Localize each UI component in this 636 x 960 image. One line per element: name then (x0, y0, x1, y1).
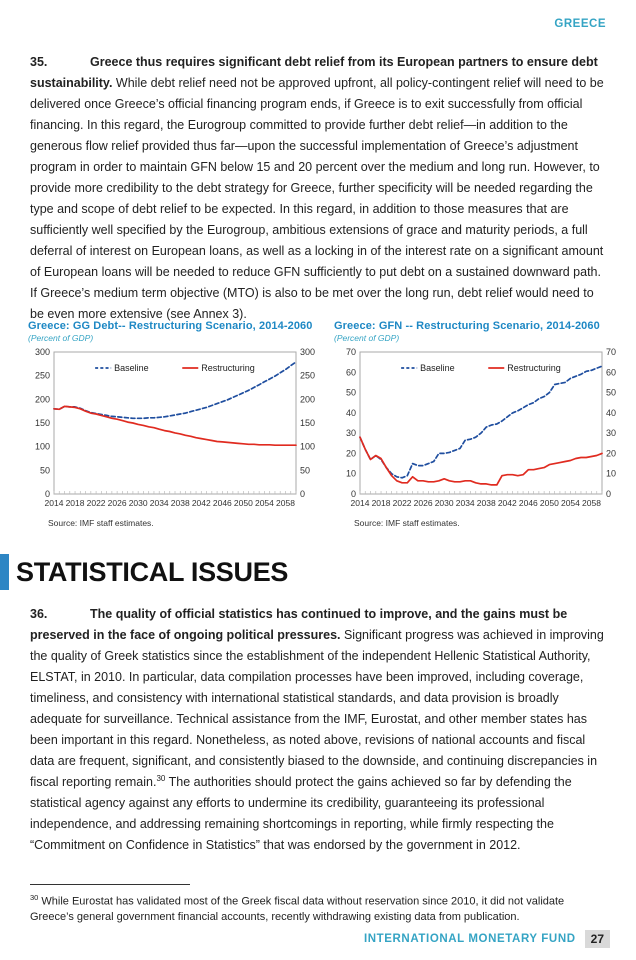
svg-text:2038: 2038 (477, 498, 496, 508)
chart-gfn: Greece: GFN -- Restructuring Scenario, 2… (334, 320, 630, 528)
svg-text:100: 100 (300, 442, 315, 452)
paragraph-35-body: While debt relief need not be approved u… (30, 76, 604, 321)
paragraph-36-number: 36. (30, 607, 48, 621)
svg-text:60: 60 (346, 367, 356, 377)
chart-title: Greece: GFN -- Restructuring Scenario, 2… (334, 320, 600, 332)
svg-text:Restructuring: Restructuring (507, 363, 561, 373)
section-accent-bar (0, 554, 9, 590)
svg-text:2058: 2058 (582, 498, 601, 508)
svg-text:2014: 2014 (351, 498, 370, 508)
footer-org-label: INTERNATIONAL MONETARY FUND (363, 933, 576, 945)
svg-text:20: 20 (606, 448, 616, 458)
svg-text:100: 100 (35, 442, 50, 452)
charts-row: Greece: GG Debt-- Restructuring Scenario… (28, 320, 622, 528)
svg-text:50: 50 (346, 388, 356, 398)
footnote-separator (30, 884, 190, 885)
chart-source: Source: IMF staff estimates. (354, 518, 460, 528)
footnote-30: 30 While Eurostat has validated most of … (30, 890, 606, 926)
chart-gg-debt: Greece: GG Debt-- Restructuring Scenario… (28, 320, 324, 528)
svg-text:2042: 2042 (192, 498, 211, 508)
svg-text:30: 30 (346, 428, 356, 438)
svg-text:0: 0 (606, 489, 611, 499)
footer-page-number: 27 (584, 930, 610, 948)
svg-text:2046: 2046 (213, 498, 232, 508)
svg-text:2022: 2022 (87, 498, 106, 508)
svg-text:2042: 2042 (498, 498, 517, 508)
svg-text:2050: 2050 (540, 498, 559, 508)
svg-text:70: 70 (606, 347, 616, 357)
footnote-30-number: 30 (30, 893, 39, 902)
page-header: GREECE (554, 18, 606, 30)
svg-text:0: 0 (351, 489, 356, 499)
svg-text:10: 10 (606, 469, 616, 479)
svg-text:2054: 2054 (561, 498, 580, 508)
svg-text:200: 200 (35, 394, 50, 404)
footnote-30-text: While Eurostat has validated most of the… (30, 895, 565, 924)
svg-text:60: 60 (606, 367, 616, 377)
svg-text:2026: 2026 (108, 498, 127, 508)
svg-text:2054: 2054 (255, 498, 274, 508)
svg-text:20: 20 (346, 448, 356, 458)
chart-title: Greece: GG Debt-- Restructuring Scenario… (28, 320, 313, 332)
section-heading: STATISTICAL ISSUES (16, 556, 289, 587)
svg-text:300: 300 (300, 347, 315, 357)
svg-text:150: 150 (35, 418, 50, 428)
section-heading-row: STATISTICAL ISSUES (0, 554, 288, 590)
svg-text:2034: 2034 (150, 498, 169, 508)
svg-text:30: 30 (606, 428, 616, 438)
svg-text:250: 250 (300, 371, 315, 381)
svg-text:2018: 2018 (372, 498, 391, 508)
svg-text:50: 50 (40, 465, 50, 475)
svg-text:200: 200 (300, 394, 315, 404)
paragraph-35: 35. Greece thus requires significant debt… (30, 52, 606, 325)
svg-text:250: 250 (35, 371, 50, 381)
svg-text:0: 0 (300, 489, 305, 499)
svg-text:40: 40 (606, 408, 616, 418)
svg-text:10: 10 (346, 469, 356, 479)
svg-text:2014: 2014 (45, 498, 64, 508)
svg-text:2046: 2046 (519, 498, 538, 508)
gg-debt-line-chart: 0 0 50 50 100 100 150 150 200 200 250 250 300 300 2014… (35, 347, 315, 508)
svg-text:2034: 2034 (456, 498, 475, 508)
chart-subtitle: (Percent of GDP) (28, 333, 94, 343)
paragraph-35-lead: Greece thus requires significant debt re… (30, 55, 598, 90)
svg-text:Baseline: Baseline (420, 363, 455, 373)
svg-text:40: 40 (346, 408, 356, 418)
chart-subtitle: (Percent of GDP) (334, 333, 400, 343)
svg-text:300: 300 (35, 347, 50, 357)
svg-text:2030: 2030 (435, 498, 454, 508)
paragraph-35-number: 35. (30, 55, 48, 69)
svg-text:50: 50 (606, 388, 616, 398)
svg-text:70: 70 (346, 347, 356, 357)
footnote-reference-30: 30 (156, 773, 166, 783)
svg-text:Baseline: Baseline (114, 363, 149, 373)
svg-text:2022: 2022 (393, 498, 412, 508)
paragraph-36-body-continued: The authorities should protect the gains… (30, 775, 572, 852)
svg-text:2038: 2038 (171, 498, 190, 508)
page-footer: INTERNATIONAL MONETARY FUND 27 (364, 930, 610, 948)
svg-text:0: 0 (45, 489, 50, 499)
svg-text:2050: 2050 (234, 498, 253, 508)
svg-text:2018: 2018 (66, 498, 85, 508)
svg-text:2026: 2026 (414, 498, 433, 508)
svg-text:2058: 2058 (276, 498, 295, 508)
svg-text:2030: 2030 (129, 498, 148, 508)
svg-text:150: 150 (300, 418, 315, 428)
svg-text:50: 50 (300, 465, 310, 475)
paragraph-36-body: Significant progress was achieved in imp… (30, 628, 604, 789)
svg-text:Restructuring: Restructuring (201, 363, 255, 373)
header-country-label: GREECE (554, 18, 606, 30)
paragraph-36: 36. The quality of official statistics ha… (30, 604, 606, 856)
paragraph-36-lead: The quality of official statistics has c… (30, 607, 568, 642)
chart-source: Source: IMF staff estimates. (48, 518, 154, 528)
